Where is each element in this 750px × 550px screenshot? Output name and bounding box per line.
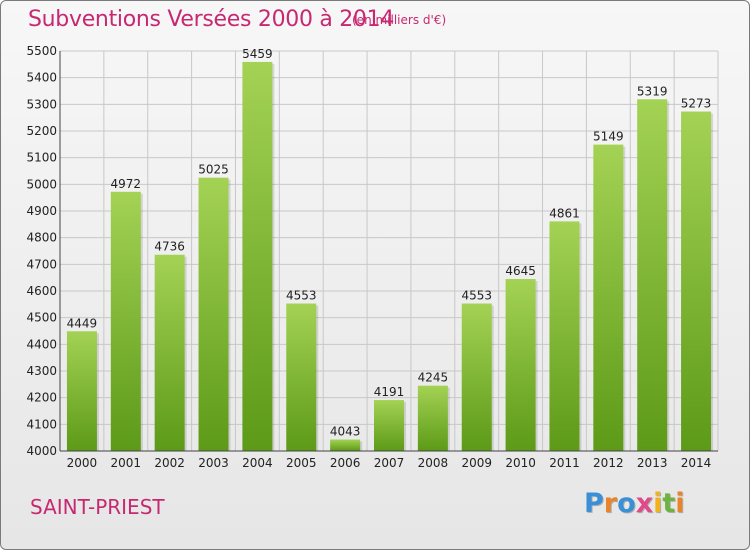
x-tick-label: 2013 [637, 456, 668, 470]
logo-letter: i [653, 488, 663, 519]
x-tick-label: 2006 [330, 456, 361, 470]
x-tick-label: 2005 [286, 456, 317, 470]
data-label: 4191 [374, 385, 405, 399]
bar [374, 400, 404, 451]
y-tick-label: 5500 [26, 44, 57, 58]
logo-letter: x [635, 488, 654, 519]
x-tick-label: 2004 [242, 456, 273, 470]
bar [593, 144, 624, 451]
y-tick-label: 5200 [26, 124, 57, 138]
logo-letter: o [617, 488, 636, 519]
bar [330, 439, 361, 451]
logo-letter: P [584, 488, 604, 519]
x-tick-label: 2002 [154, 456, 185, 470]
data-label: 4972 [111, 177, 142, 191]
y-tick-label: 4600 [26, 284, 57, 298]
bar [154, 254, 185, 451]
bar [417, 385, 448, 451]
bar [637, 99, 668, 452]
x-tick-label: 2014 [681, 456, 712, 470]
y-tick-label: 5100 [26, 151, 57, 165]
logo-letter: r [603, 488, 618, 519]
data-label: 4043 [330, 425, 361, 439]
logo-letter: t [662, 488, 676, 519]
y-tick-label: 4900 [26, 204, 57, 218]
proxiti-logo: Proxiti [584, 488, 685, 519]
data-label: 5025 [198, 163, 229, 177]
y-tick-label: 4500 [26, 311, 57, 325]
bar [549, 221, 580, 451]
data-label: 4449 [67, 316, 98, 330]
x-tick-label: 2007 [374, 456, 405, 470]
commune-name: SAINT-PRIEST [30, 495, 165, 519]
x-tick-label: 2011 [549, 456, 580, 470]
y-tick-label: 4000 [26, 444, 57, 458]
data-label: 5319 [637, 84, 668, 98]
y-tick-label: 5300 [26, 97, 57, 111]
data-label: 4861 [549, 206, 580, 220]
x-tick-label: 2008 [418, 456, 449, 470]
bar [505, 279, 536, 451]
data-label: 4245 [418, 371, 449, 385]
data-label: 4553 [461, 289, 492, 303]
chart-subtitle: (en milliers d'€) [352, 13, 447, 27]
y-tick-label: 4800 [26, 231, 57, 245]
axis-layer: 4000 4100 4200 4300 4400 4500 4600 4700 4800 4900… [26, 44, 718, 470]
bar [66, 331, 97, 451]
data-label: 4645 [505, 264, 536, 278]
y-tick-label: 4100 [26, 417, 57, 431]
x-tick-label: 2003 [198, 456, 229, 470]
data-label: 4736 [154, 240, 185, 254]
x-tick-label: 2009 [461, 456, 492, 470]
y-tick-label: 4400 [26, 337, 57, 351]
data-label: 5149 [593, 130, 624, 144]
bar [681, 111, 712, 452]
data-label: 4553 [286, 289, 317, 303]
bar-layer [66, 61, 714, 452]
x-tick-label: 2012 [593, 456, 624, 470]
chart-title: Subventions Versées 2000 à 2014 [28, 7, 395, 32]
y-tick-label: 4300 [26, 364, 57, 378]
y-tick-label: 4200 [26, 391, 57, 405]
label-layer: 4449 4972 4736 5025 5459 4553 4043 4191 4245 4553… [67, 47, 712, 439]
data-label: 5273 [681, 97, 712, 111]
bar [110, 191, 141, 452]
x-tick-label: 2010 [505, 456, 536, 470]
bar [461, 303, 492, 451]
bar [198, 177, 229, 451]
bar [242, 61, 273, 451]
logo-letter: i [675, 488, 685, 519]
bar [286, 303, 317, 451]
y-tick-label: 5000 [26, 177, 57, 191]
y-tick-label: 5400 [26, 71, 57, 85]
data-label: 5459 [242, 47, 273, 61]
x-tick-label: 2000 [67, 456, 98, 470]
x-tick-label: 2001 [111, 456, 142, 470]
y-tick-label: 4700 [26, 257, 57, 271]
